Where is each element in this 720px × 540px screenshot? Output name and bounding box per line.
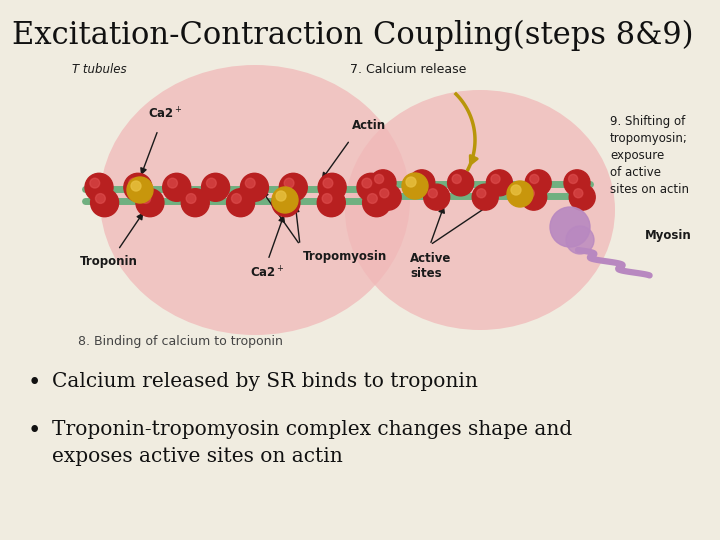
Circle shape: [379, 188, 389, 198]
Circle shape: [227, 188, 255, 217]
Circle shape: [570, 184, 595, 210]
Circle shape: [131, 181, 141, 191]
Circle shape: [428, 188, 437, 198]
Circle shape: [127, 177, 153, 203]
Circle shape: [357, 173, 385, 201]
Circle shape: [124, 173, 152, 201]
Circle shape: [276, 191, 286, 201]
Circle shape: [477, 188, 486, 198]
Text: •: •: [28, 420, 41, 442]
Circle shape: [402, 173, 428, 199]
Circle shape: [362, 178, 372, 188]
Circle shape: [272, 188, 300, 217]
Circle shape: [141, 194, 150, 204]
Circle shape: [279, 173, 307, 201]
Circle shape: [136, 188, 164, 217]
Text: Ca2$^+$: Ca2$^+$: [250, 265, 284, 280]
Text: •: •: [28, 372, 41, 394]
Circle shape: [370, 170, 396, 196]
Circle shape: [487, 170, 513, 196]
Circle shape: [452, 174, 462, 184]
Text: Calcium released by SR binds to troponin: Calcium released by SR binds to troponin: [52, 372, 478, 391]
Circle shape: [409, 170, 435, 196]
Text: Excitation-Contraction Coupling(steps 8&9): Excitation-Contraction Coupling(steps 8&…: [12, 20, 693, 51]
Ellipse shape: [100, 65, 410, 335]
Circle shape: [374, 174, 384, 184]
Circle shape: [363, 188, 391, 217]
Circle shape: [163, 173, 191, 201]
Circle shape: [526, 188, 534, 198]
Text: Actin: Actin: [352, 119, 386, 132]
Circle shape: [90, 178, 99, 188]
Circle shape: [232, 194, 241, 204]
Circle shape: [129, 178, 138, 188]
Circle shape: [96, 194, 105, 204]
Text: Active
sites: Active sites: [410, 252, 451, 280]
Circle shape: [246, 178, 255, 188]
Text: 7. Calcium release: 7. Calcium release: [350, 63, 467, 76]
Text: Troponin: Troponin: [80, 255, 138, 268]
Circle shape: [284, 178, 294, 188]
Circle shape: [525, 170, 552, 196]
Circle shape: [511, 185, 521, 195]
Text: 8. Binding of calcium to troponin: 8. Binding of calcium to troponin: [78, 335, 283, 348]
Text: Myosin: Myosin: [645, 228, 692, 241]
Circle shape: [530, 174, 539, 184]
Circle shape: [272, 187, 298, 213]
Circle shape: [181, 188, 210, 217]
Circle shape: [406, 177, 416, 187]
Circle shape: [375, 184, 401, 210]
Circle shape: [423, 184, 450, 210]
Circle shape: [413, 174, 423, 184]
Text: Ca2$^+$: Ca2$^+$: [148, 107, 182, 122]
Text: 9. Shifting of
tropomyosin;
exposure
of active
sites on actin: 9. Shifting of tropomyosin; exposure of …: [610, 115, 689, 196]
Circle shape: [276, 194, 287, 204]
Text: T tubules: T tubules: [72, 63, 127, 76]
Circle shape: [569, 174, 577, 184]
Circle shape: [322, 194, 332, 204]
Circle shape: [491, 174, 500, 184]
Circle shape: [318, 173, 346, 201]
Circle shape: [85, 173, 113, 201]
Circle shape: [564, 170, 590, 196]
Text: Troponin-tropomyosin complex changes shape and
exposes active sites on actin: Troponin-tropomyosin complex changes sha…: [52, 420, 572, 465]
Circle shape: [521, 184, 546, 210]
Circle shape: [448, 170, 474, 196]
Circle shape: [507, 181, 533, 207]
Circle shape: [168, 178, 177, 188]
Circle shape: [318, 188, 346, 217]
Circle shape: [550, 207, 590, 247]
Circle shape: [207, 178, 216, 188]
Circle shape: [574, 188, 583, 198]
Ellipse shape: [345, 90, 615, 330]
Circle shape: [472, 184, 498, 210]
Circle shape: [91, 188, 119, 217]
Circle shape: [566, 226, 594, 254]
Circle shape: [202, 173, 230, 201]
Circle shape: [186, 194, 196, 204]
Circle shape: [240, 173, 269, 201]
Circle shape: [367, 194, 377, 204]
Text: Tropomyosin: Tropomyosin: [303, 250, 387, 263]
Circle shape: [323, 178, 333, 188]
